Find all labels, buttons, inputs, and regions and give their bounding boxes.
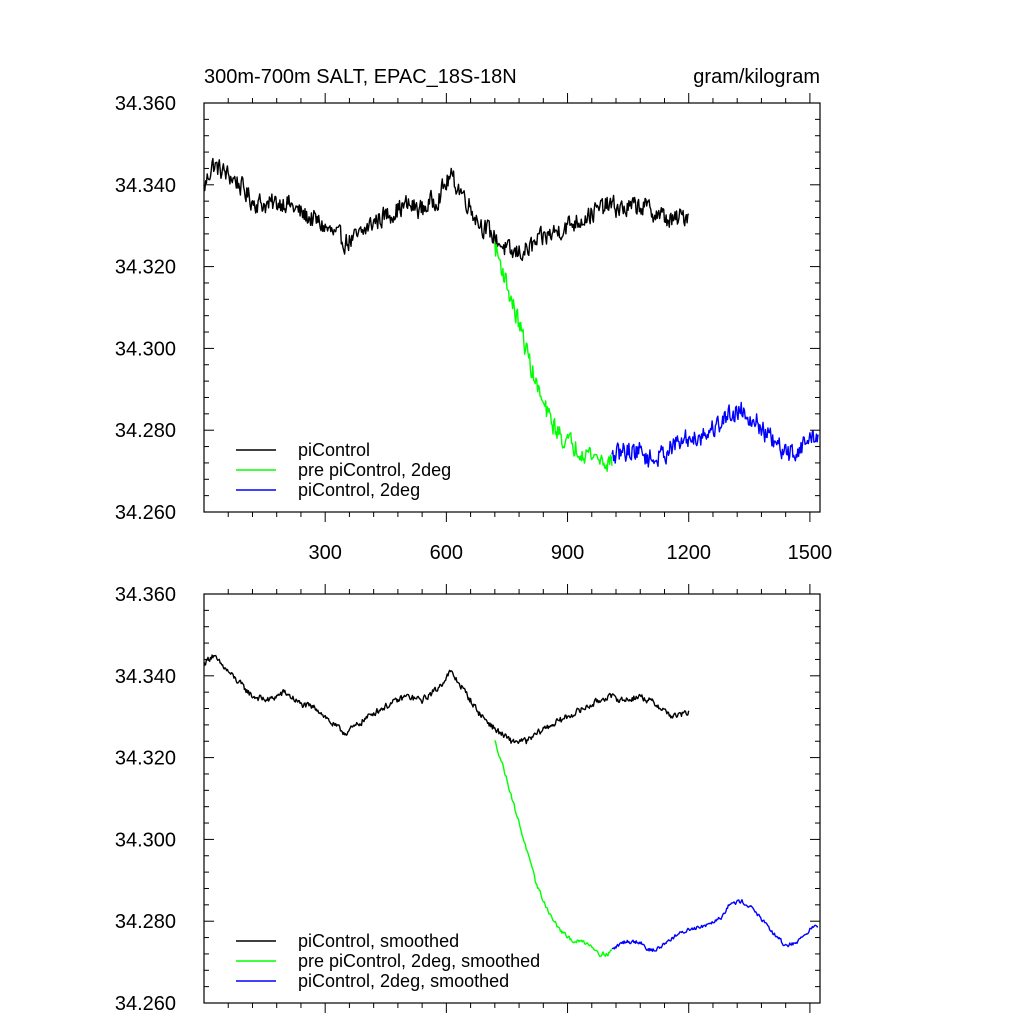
bottom-panel: 34.260 34.280 34.300 34.320 34.340 34.360 piCo… — [115, 584, 821, 1015]
y-tick-label: 34.260 — [115, 502, 176, 524]
y-tick-label: 34.280 — [115, 420, 176, 442]
y-tick-label: 34.340 — [115, 666, 176, 688]
plot-frame — [203, 593, 821, 1004]
y-tick-label: 34.320 — [115, 257, 176, 279]
x-tick-label: 900 — [551, 542, 584, 564]
y-tick-label: 34.300 — [115, 338, 176, 360]
chart-title: 300m-700m SALT, EPAC_18S-18N — [204, 66, 517, 88]
series-line — [203, 654, 690, 745]
legend-label: pre piControl, 2deg — [298, 460, 451, 480]
chart-units: gram/kilogram — [693, 66, 820, 88]
x-tick-label: 1500 — [788, 542, 833, 564]
series-line — [203, 157, 690, 262]
y-tick-label: 34.260 — [115, 993, 176, 1015]
series-line — [611, 899, 819, 952]
x-tick-label: 600 — [430, 542, 463, 564]
legend-label: pre piControl, 2deg, smoothed — [298, 951, 540, 971]
legend-label: piControl, 2deg — [298, 480, 420, 500]
plot-frame — [203, 102, 821, 513]
x-tick-label: 1200 — [666, 542, 711, 564]
legend-label: piControl, 2deg, smoothed — [298, 971, 509, 991]
series-line — [494, 740, 613, 958]
series-line — [494, 241, 613, 472]
legend-label: piControl, smoothed — [298, 931, 459, 951]
y-tick-label: 34.340 — [115, 175, 176, 197]
x-tick-label: 300 — [308, 542, 341, 564]
legend-label: piControl — [298, 440, 370, 460]
y-tick-label: 34.360 — [115, 584, 176, 606]
y-tick-label: 34.320 — [115, 748, 176, 770]
y-tick-label: 34.280 — [115, 911, 176, 933]
y-tick-label: 34.300 — [115, 829, 176, 851]
series-line — [611, 401, 819, 468]
top-panel: 300 600 900 1200 1500 34.260 34.280 34.300 34.32… — [115, 93, 832, 564]
y-tick-label: 34.360 — [115, 93, 176, 115]
